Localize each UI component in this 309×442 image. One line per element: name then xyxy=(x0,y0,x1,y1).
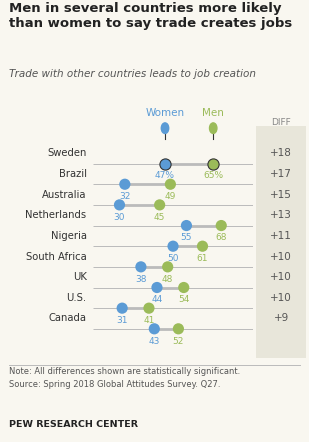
Text: 41: 41 xyxy=(143,316,154,325)
Text: +18: +18 xyxy=(270,148,292,158)
Text: Women: Women xyxy=(146,108,184,118)
Point xyxy=(168,181,173,188)
Text: Trade with other countries leads to job creation: Trade with other countries leads to job … xyxy=(9,69,256,79)
Text: 55: 55 xyxy=(181,233,192,242)
Text: 45: 45 xyxy=(154,213,165,222)
Text: 48: 48 xyxy=(162,274,173,284)
Point xyxy=(163,160,167,167)
Text: +10: +10 xyxy=(270,251,292,262)
Text: Brazil: Brazil xyxy=(58,169,87,179)
Text: 31: 31 xyxy=(116,316,128,325)
Text: 49: 49 xyxy=(165,192,176,201)
Text: PEW RESEARCH CENTER: PEW RESEARCH CENTER xyxy=(9,420,138,429)
Point xyxy=(157,202,162,209)
Point xyxy=(200,243,205,250)
Text: Note: All differences shown are statistically significant.: Note: All differences shown are statisti… xyxy=(9,367,240,376)
Point xyxy=(120,305,125,312)
Text: Australia: Australia xyxy=(42,190,87,199)
Text: 47%: 47% xyxy=(155,171,175,180)
Text: Sweden: Sweden xyxy=(47,148,87,158)
Text: Source: Spring 2018 Global Attitudes Survey. Q27.: Source: Spring 2018 Global Attitudes Sur… xyxy=(9,380,221,389)
Text: +17: +17 xyxy=(270,169,292,179)
Text: 43: 43 xyxy=(149,337,160,346)
Text: +10: +10 xyxy=(270,293,292,303)
Text: 30: 30 xyxy=(114,213,125,222)
Text: Netherlands: Netherlands xyxy=(25,210,87,220)
Point xyxy=(152,325,157,332)
Text: 52: 52 xyxy=(173,337,184,346)
Point xyxy=(184,222,189,229)
Point xyxy=(122,181,127,188)
Text: 61: 61 xyxy=(197,254,208,263)
Text: 44: 44 xyxy=(151,295,163,305)
Text: 54: 54 xyxy=(178,295,189,305)
Point xyxy=(154,284,159,291)
Point xyxy=(171,243,176,250)
Text: DIFF: DIFF xyxy=(271,118,291,127)
Text: +10: +10 xyxy=(270,272,292,282)
Text: South Africa: South Africa xyxy=(26,251,87,262)
Text: Canada: Canada xyxy=(49,313,87,324)
Point xyxy=(138,263,143,271)
Text: Men in several countries more likely
than women to say trade creates jobs: Men in several countries more likely tha… xyxy=(9,2,293,30)
Text: 32: 32 xyxy=(119,192,130,201)
Text: +15: +15 xyxy=(270,190,292,199)
Text: UK: UK xyxy=(73,272,87,282)
Text: Nigeria: Nigeria xyxy=(50,231,87,241)
Text: 65%: 65% xyxy=(203,171,223,180)
Point xyxy=(211,160,216,167)
Text: U.S.: U.S. xyxy=(66,293,87,303)
Text: 50: 50 xyxy=(167,254,179,263)
Text: +9: +9 xyxy=(273,313,289,324)
Point xyxy=(176,325,181,332)
Point xyxy=(165,263,170,271)
Point xyxy=(146,305,151,312)
Point xyxy=(219,222,224,229)
Point xyxy=(181,284,186,291)
Text: Men: Men xyxy=(202,108,224,118)
Text: +13: +13 xyxy=(270,210,292,220)
Text: 38: 38 xyxy=(135,274,147,284)
Text: 68: 68 xyxy=(215,233,227,242)
Text: +11: +11 xyxy=(270,231,292,241)
Point xyxy=(117,202,122,209)
